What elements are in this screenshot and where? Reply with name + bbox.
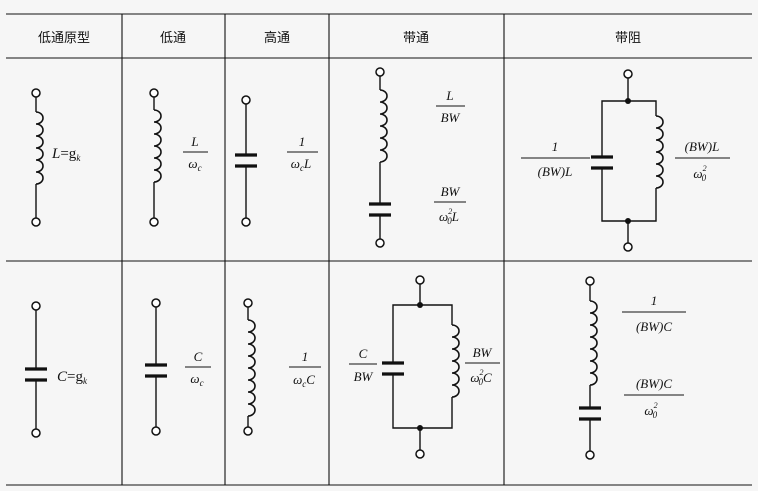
prototype-capacitor: C=gk (25, 301, 88, 438)
terminal-top (375, 67, 385, 77)
fraction-denominator: (BW)C (636, 319, 672, 334)
bandpass-capacitor-value: C BW (349, 346, 377, 384)
terminal-bottom (31, 428, 41, 438)
terminal-bottom (243, 426, 253, 436)
terminal-top (243, 298, 253, 308)
bandpass-capacitor-value: BW ω2 0L (434, 184, 466, 226)
fraction-numerator: BW (473, 345, 493, 360)
terminal-top (149, 88, 159, 98)
bandpass-inductor-value: L BW (436, 88, 465, 125)
fraction-numerator: (BW)L (685, 139, 720, 154)
bandpass-inductor-value: BW ω2 0C (465, 345, 500, 387)
prototype-label: C=gk (57, 369, 88, 386)
fraction-denominator: ω2 0L (439, 207, 459, 226)
terminal-bottom (241, 217, 251, 227)
prototype-inductor: L=gk (31, 88, 81, 227)
bandstop-capacitor-value: 1 (BW)L (521, 139, 590, 179)
highpass-value: 1 ωcC (289, 349, 321, 389)
terminal-top (585, 276, 595, 286)
lowpass-value: C ωc (185, 349, 211, 388)
terminal-bottom (151, 426, 161, 436)
bandpass-series-lc: L BW BW ω2 0L (369, 67, 466, 248)
inductor-coil (589, 300, 598, 386)
header-highpass: 高通 (264, 30, 290, 46)
highpass-capacitor: 1 ωcL (235, 95, 318, 227)
lowpass-value: L ωc (183, 134, 208, 173)
fraction-denominator: ωcL (291, 156, 311, 173)
table-header: 低通原型 低通 高通 带通 带阻 (38, 30, 641, 46)
lowpass-capacitor: C ωc (145, 298, 211, 436)
bandstop-inductor-value: (BW)L ω2 0 (675, 139, 730, 183)
fraction-numerator: C (359, 346, 368, 361)
prototype-label: L=gk (51, 146, 81, 163)
fraction-denominator: ωc (190, 371, 203, 388)
terminal-top (241, 95, 251, 105)
fraction-denominator: ω2 0 (693, 164, 706, 183)
bandstop-capacitor-value: (BW)C ω2 0 (624, 376, 684, 420)
terminal-top (31, 88, 41, 98)
terminal-bottom (623, 242, 633, 252)
inductor-coil (153, 109, 162, 183)
header-prototype: 低通原型 (38, 31, 90, 46)
lowpass-inductor: L ωc (149, 88, 208, 227)
fraction-numerator: 1 (302, 349, 309, 364)
bandstop-parallel-lc: 1 (BW)L (BW)L ω2 0 (521, 69, 730, 252)
terminal-bottom (375, 238, 385, 248)
terminal-top (151, 298, 161, 308)
highpass-inductor: 1 ωcC (243, 298, 321, 436)
bandstop-inductor-value: 1 (BW)C (622, 293, 686, 334)
inductor-coil (655, 115, 664, 189)
fraction-numerator: L (445, 88, 453, 103)
inductor-coil (35, 111, 44, 185)
fraction-numerator: (BW)C (636, 376, 672, 391)
inductor-coil (451, 324, 460, 398)
fraction-numerator: C (194, 349, 203, 364)
fraction-numerator: L (190, 134, 198, 149)
terminal-top (623, 69, 633, 79)
row-capacitor: C=gk C ωc 1 ωcC (25, 275, 686, 460)
inductor-coil (379, 89, 388, 163)
terminal-top (415, 275, 425, 285)
row-inductor: L=gk L ωc 1 ωcL (31, 67, 730, 252)
fraction-numerator: BW (441, 184, 461, 199)
bandpass-parallel-lc: C BW BW ω2 0C (349, 275, 500, 459)
terminal-top (31, 301, 41, 311)
table-grid (6, 13, 752, 486)
inductor-coil (247, 319, 256, 417)
bandstop-series-lc: 1 (BW)C (BW)C ω2 0 (579, 276, 686, 460)
fraction-denominator: BW (354, 369, 374, 384)
fraction-denominator: BW (441, 110, 461, 125)
fraction-denominator: (BW)L (538, 164, 573, 179)
fraction-denominator: ω2 0C (470, 368, 492, 387)
terminal-bottom (415, 449, 425, 459)
fraction-numerator: 1 (651, 293, 658, 308)
header-bandstop: 带阻 (615, 31, 641, 46)
header-lowpass: 低通 (160, 31, 186, 46)
fraction-denominator: ω2 0 (644, 401, 657, 420)
fraction-numerator: 1 (552, 139, 559, 154)
header-bandpass: 带通 (403, 31, 429, 46)
terminal-bottom (31, 217, 41, 227)
highpass-value: 1 ωcL (287, 134, 318, 173)
fraction-denominator: ωc (188, 156, 201, 173)
fraction-numerator: 1 (299, 134, 306, 149)
terminal-bottom (585, 450, 595, 460)
fraction-denominator: ωcC (293, 372, 315, 389)
terminal-bottom (149, 217, 159, 227)
